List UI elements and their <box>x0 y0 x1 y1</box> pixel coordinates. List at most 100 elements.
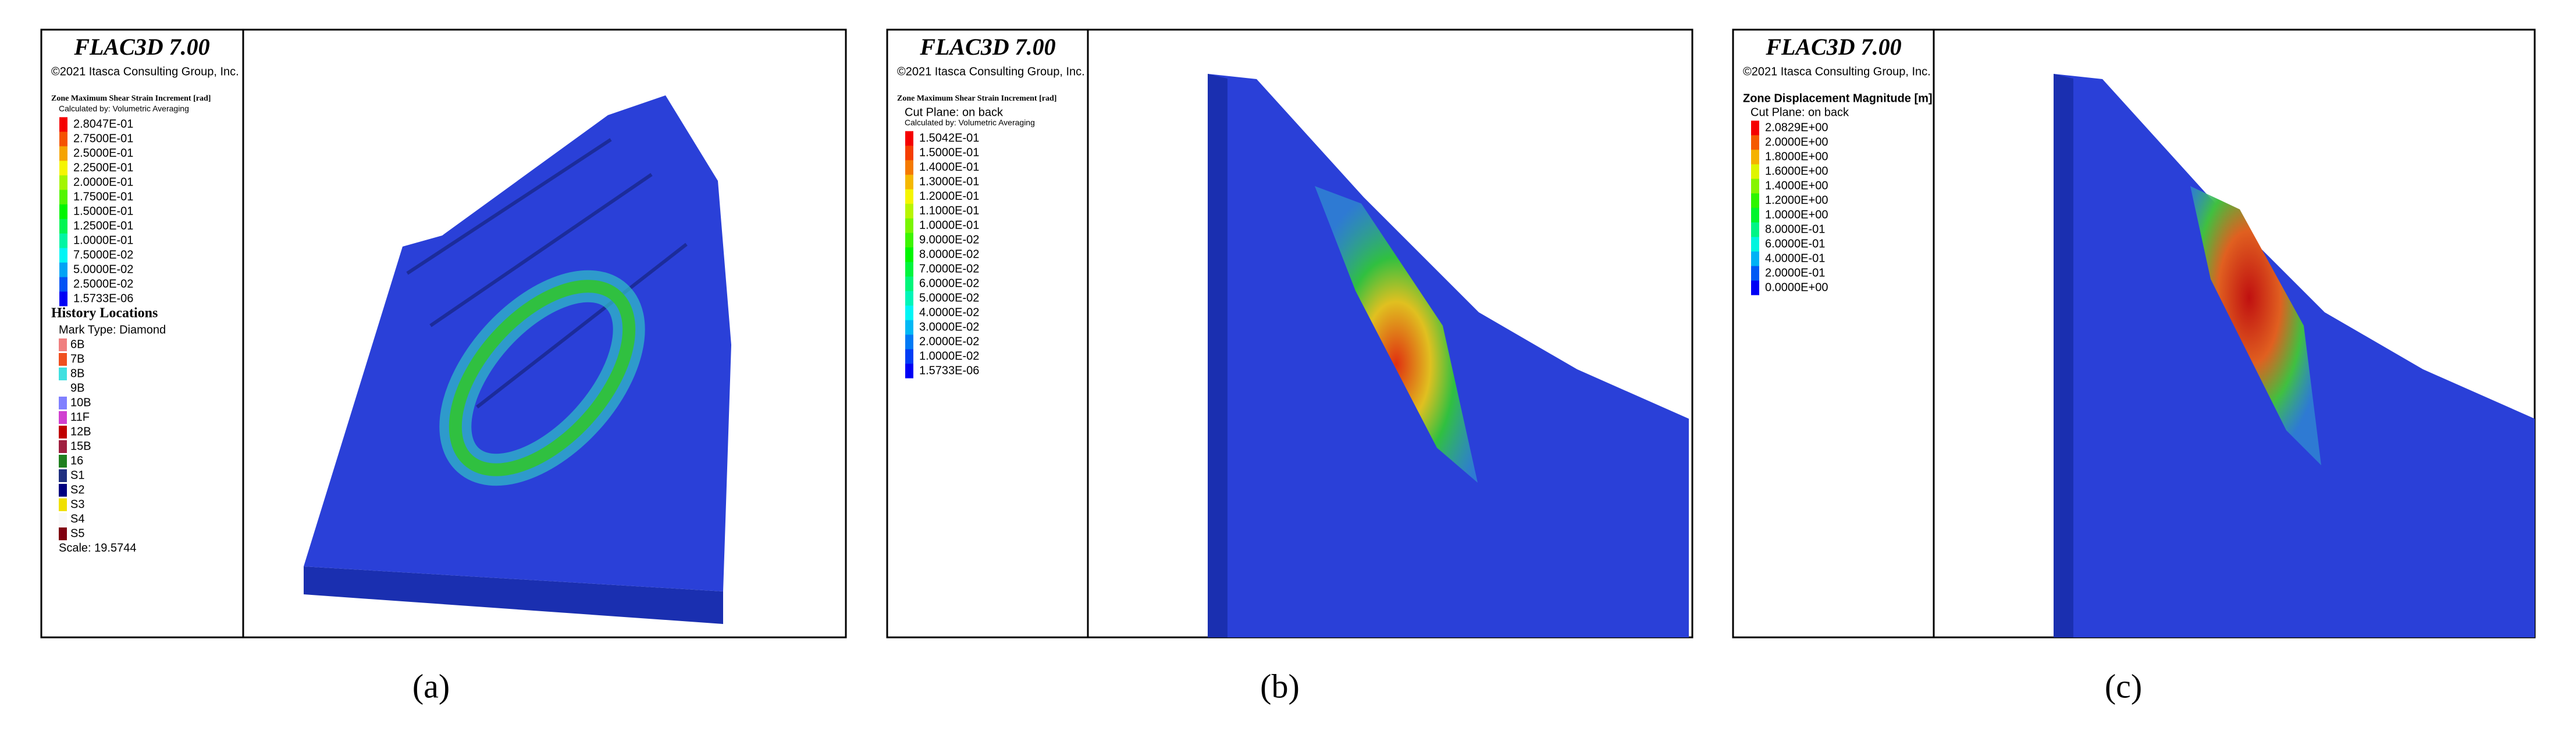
copyright: ©2021 Itasca Consulting Group, Inc. <box>897 65 1085 78</box>
legend-value: 1.0000E-01 <box>73 234 133 247</box>
legend-swatch <box>905 276 913 291</box>
legend-swatch <box>905 334 913 350</box>
legend-swatch <box>1751 251 1759 266</box>
legend-value: 2.8047E-01 <box>73 117 133 130</box>
legend-value: 1.4000E+00 <box>1765 179 1828 192</box>
model-render-a <box>304 95 731 624</box>
legend-heading: Zone Displacement Magnitude [m] <box>1743 92 1933 105</box>
legend-swatch <box>59 204 67 219</box>
history-swatch <box>59 469 67 482</box>
copyright: ©2021 Itasca Consulting Group, Inc. <box>1743 65 1931 78</box>
history-item: S5 <box>70 527 84 540</box>
mark-type: Mark Type: Diamond <box>59 323 166 336</box>
panel-title: FLAC3D 7.00 <box>1765 34 1901 60</box>
legend-value: 8.0000E-01 <box>1765 223 1825 236</box>
legend-value: 1.7500E-01 <box>73 190 133 203</box>
history-item: 11F <box>70 411 90 423</box>
model-render-b <box>1208 74 1689 637</box>
legend-value: 2.0000E-01 <box>73 176 133 188</box>
legend-value: 1.5000E-01 <box>73 205 133 217</box>
legend-swatch <box>1751 149 1759 165</box>
legend-swatch <box>1751 222 1759 237</box>
legend-swatch <box>905 160 913 175</box>
legend-swatch <box>905 189 913 204</box>
legend-value: 1.3000E-01 <box>919 175 979 188</box>
legend-value: 1.2500E-01 <box>73 219 133 232</box>
legend-note: Calculated by: Volumetric Averaging <box>905 118 1035 127</box>
legend-swatch <box>1751 164 1759 179</box>
legend-swatch <box>59 291 67 306</box>
legend-value: 4.0000E-01 <box>1765 252 1825 265</box>
panel-frames <box>40 28 2536 639</box>
legend-swatch <box>905 247 913 262</box>
history-item: S2 <box>70 483 84 496</box>
legend-swatch <box>59 262 67 277</box>
history-item: S1 <box>70 469 84 482</box>
legend-value: 1.5042E-01 <box>919 131 979 144</box>
history-item: 8B <box>70 367 84 380</box>
legend-value: 7.0000E-02 <box>919 262 979 275</box>
history-item: 12B <box>70 425 91 438</box>
legend-swatch <box>59 175 67 190</box>
legend-value: 2.0829E+00 <box>1765 121 1828 134</box>
legend-value: 2.2500E-01 <box>73 161 133 174</box>
legend-swatch <box>1751 237 1759 252</box>
legend-value: 4.0000E-02 <box>919 306 979 319</box>
legend-swatch <box>905 204 913 219</box>
legend-swatch <box>905 145 913 161</box>
legend-value: 2.0000E-01 <box>1765 266 1825 279</box>
history-item: S3 <box>70 498 84 511</box>
panel-title: FLAC3D 7.00 <box>73 34 209 60</box>
legend-value: 7.5000E-02 <box>73 248 133 261</box>
legend-swatch <box>905 233 913 248</box>
history-swatch <box>59 353 67 366</box>
history-swatch <box>59 426 67 438</box>
legend-swatch <box>59 233 67 248</box>
model-render-c <box>2054 74 2535 637</box>
legend-swatch <box>1751 280 1759 295</box>
history-heading: History Locations <box>51 306 158 321</box>
history-scale: Scale: 19.5744 <box>59 541 136 554</box>
legend-value: 2.7500E-01 <box>73 132 133 145</box>
legend-swatch <box>905 305 913 320</box>
copyright: ©2021 Itasca Consulting Group, Inc. <box>51 65 239 78</box>
history-swatch <box>59 440 67 453</box>
legend-value: 1.4000E-01 <box>919 161 979 173</box>
history-swatch <box>59 382 67 395</box>
panel-caption: (c) <box>2105 667 2142 705</box>
legend-value: 8.0000E-02 <box>919 248 979 261</box>
legend-swatch <box>905 174 913 190</box>
history-item: 15B <box>70 440 91 452</box>
history-swatch <box>59 484 67 497</box>
legend-value: 0.0000E+00 <box>1765 281 1828 294</box>
legend-value: 3.0000E-02 <box>919 320 979 333</box>
legend-swatch <box>905 218 913 233</box>
legend-value: 1.6000E+00 <box>1765 165 1828 177</box>
legend-value: 6.0000E-02 <box>919 277 979 290</box>
legend-value: 1.1000E-01 <box>919 204 979 217</box>
legend-note: Cut Plane: on back <box>905 106 1004 119</box>
legend-value: 1.8000E+00 <box>1765 150 1828 163</box>
history-swatch <box>59 338 67 351</box>
history-item: 10B <box>70 396 91 409</box>
legend-value: 5.0000E-02 <box>919 291 979 304</box>
legend-value: 1.2000E+00 <box>1765 194 1828 206</box>
legend-value: 2.5000E-02 <box>73 277 133 290</box>
legend-swatch <box>905 262 913 277</box>
legend-swatch <box>905 320 913 335</box>
legend-swatch <box>59 117 67 132</box>
legend-swatch <box>59 146 67 161</box>
legend-note: Calculated by: Volumetric Averaging <box>59 104 189 113</box>
panel-caption: (a) <box>412 667 450 705</box>
legend-value: 2.0000E+00 <box>1765 135 1828 148</box>
legend-value: 1.0000E-01 <box>919 219 979 231</box>
history-swatch <box>59 397 67 409</box>
legend-swatch <box>1751 208 1759 223</box>
legend-value: 1.5733E-06 <box>919 364 979 377</box>
history-swatch <box>59 368 67 380</box>
legend-value: 1.5000E-01 <box>919 146 979 159</box>
history-swatch <box>59 513 67 526</box>
legend-swatch <box>59 131 67 147</box>
legend-swatch <box>1751 266 1759 281</box>
